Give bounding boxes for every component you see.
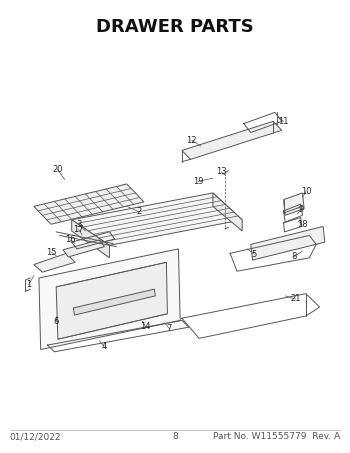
Polygon shape [34,253,75,272]
Text: 9: 9 [298,206,303,214]
Polygon shape [34,184,144,224]
Text: 1: 1 [26,280,31,289]
Text: 4: 4 [102,342,107,351]
Text: 7: 7 [167,324,172,333]
Text: 17: 17 [73,225,84,234]
Polygon shape [213,193,242,231]
Polygon shape [39,249,180,350]
Text: 5: 5 [252,250,257,259]
Text: 11: 11 [278,117,289,126]
Text: 18: 18 [297,220,308,229]
Text: 12: 12 [186,135,197,145]
Polygon shape [72,193,242,245]
Text: 6: 6 [54,317,59,326]
Polygon shape [63,240,104,257]
Text: 14: 14 [140,322,151,331]
Text: 21: 21 [290,294,301,304]
Text: 16: 16 [65,236,75,245]
Text: 2: 2 [136,207,141,216]
Text: 19: 19 [193,177,204,186]
Polygon shape [284,193,304,215]
Text: 13: 13 [216,168,227,176]
Polygon shape [56,262,167,339]
Text: 10: 10 [301,187,311,196]
Text: 3: 3 [76,220,81,229]
Text: 15: 15 [46,247,56,256]
Text: DRAWER PARTS: DRAWER PARTS [96,19,254,36]
Text: 8: 8 [172,432,178,441]
Polygon shape [251,226,325,260]
Polygon shape [182,121,282,159]
Polygon shape [72,220,110,258]
Text: 8: 8 [291,252,296,261]
Polygon shape [74,289,155,315]
Text: Part No. W11555779  Rev. A: Part No. W11555779 Rev. A [213,432,340,441]
Text: 01/12/2022: 01/12/2022 [10,432,61,441]
Text: 20: 20 [52,165,62,174]
